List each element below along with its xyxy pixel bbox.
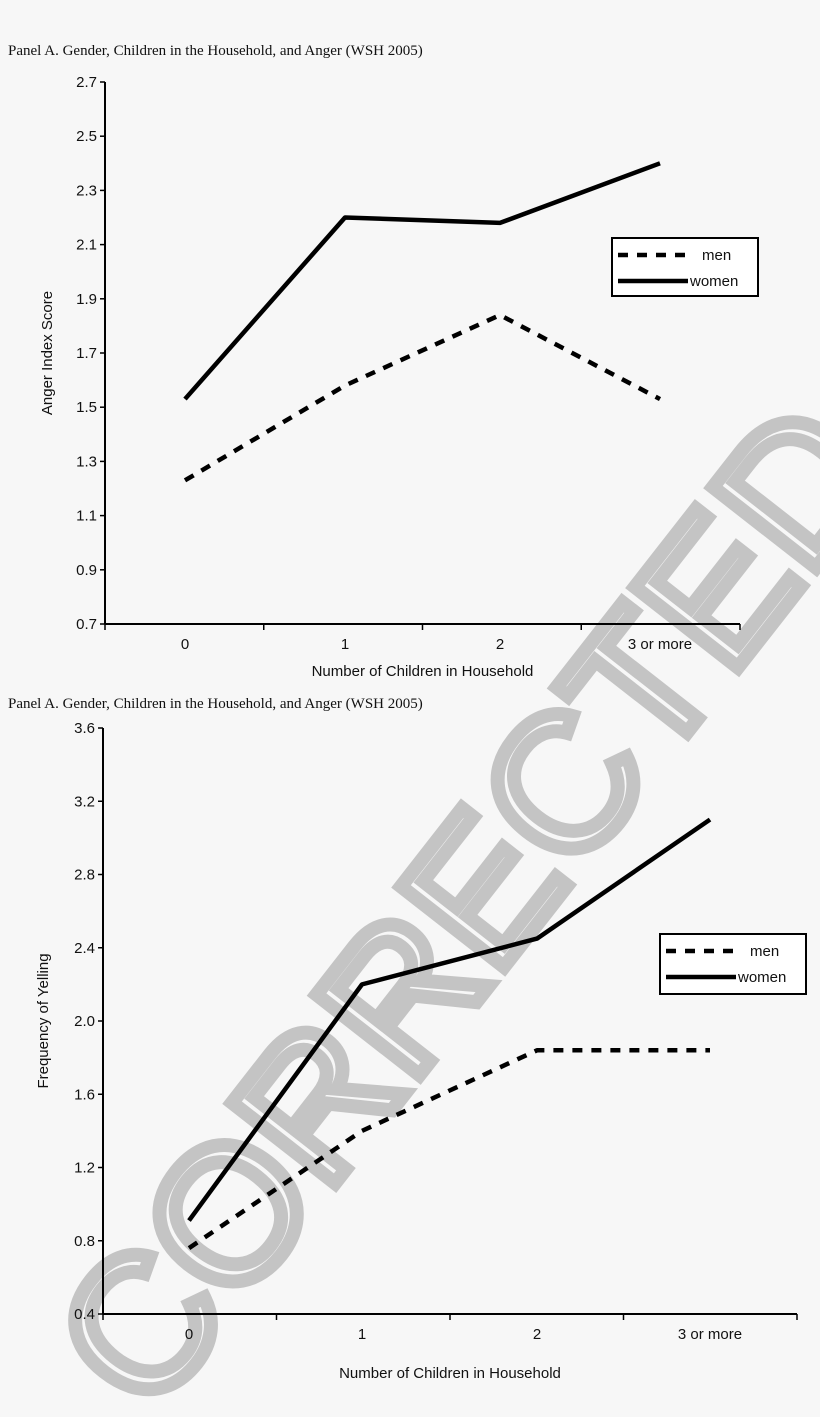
series-line-men — [183, 312, 662, 483]
y-tick-label: 1.9 — [76, 291, 97, 308]
x-tick-label: 0 — [181, 636, 189, 653]
y-tick-label: 3.2 — [74, 793, 95, 810]
series-line-women — [187, 817, 712, 1222]
y-tick-label: 3.6 — [74, 720, 95, 737]
series-line-women — [183, 161, 661, 401]
y-tick-label: 0.9 — [76, 562, 97, 579]
y-tick-label: 2.0 — [74, 1013, 95, 1030]
x-tick-label: 1 — [341, 636, 349, 653]
chart-title: Panel A. Gender, Children in the Househo… — [8, 696, 423, 712]
y-tick-label: 2.3 — [76, 182, 97, 199]
legend: men women — [611, 237, 759, 297]
legend-label-women: women — [737, 969, 786, 986]
y-tick-label: 1.5 — [76, 399, 97, 416]
x-axis-label: Number of Children in Household — [339, 1365, 561, 1382]
legend-label-women: women — [689, 273, 738, 290]
y-tick-label: 2.8 — [74, 867, 95, 884]
y-tick-label: 2.7 — [76, 74, 97, 91]
y-tick-label: 2.1 — [76, 237, 97, 254]
y-tick-label: 2.5 — [76, 128, 97, 145]
x-tick-label: 2 — [533, 1326, 541, 1343]
legend-box — [659, 933, 807, 995]
x-tick-label: 0 — [185, 1326, 193, 1343]
y-tick-label: 1.2 — [74, 1160, 95, 1177]
x-tick-label: 1 — [358, 1326, 366, 1343]
y-axis-label: Frequency of Yelling — [35, 953, 52, 1088]
chart-yelling: Panel A. Gender, Children in the Househo… — [8, 696, 807, 1382]
y-axis-label: Anger Index Score — [39, 291, 56, 415]
x-tick-label: 3 or more — [628, 636, 692, 653]
x-tick-label: 3 or more — [678, 1326, 742, 1343]
y-tick-label: 2.4 — [74, 940, 95, 957]
chart-anger: Panel A. Gender, Children in the Househo… — [8, 43, 759, 680]
chart-title: Panel A. Gender, Children in the Househo… — [8, 43, 423, 59]
y-tick-label: 1.7 — [76, 345, 97, 362]
x-axis-label: Number of Children in Household — [312, 663, 534, 680]
series-line-men — [187, 1048, 710, 1250]
y-tick-label: 1.1 — [76, 508, 97, 525]
legend-label-men: men — [750, 943, 779, 960]
legend-box — [611, 237, 759, 297]
y-tick-label: 1.3 — [76, 453, 97, 470]
legend-label-men: men — [702, 247, 731, 264]
y-tick-label: 1.6 — [74, 1086, 95, 1103]
y-tick-label: 0.8 — [74, 1233, 95, 1250]
y-tick-label: 0.4 — [74, 1306, 95, 1323]
legend: men women — [659, 933, 807, 995]
y-tick-label: 0.7 — [76, 616, 97, 633]
x-tick-label: 2 — [496, 636, 504, 653]
